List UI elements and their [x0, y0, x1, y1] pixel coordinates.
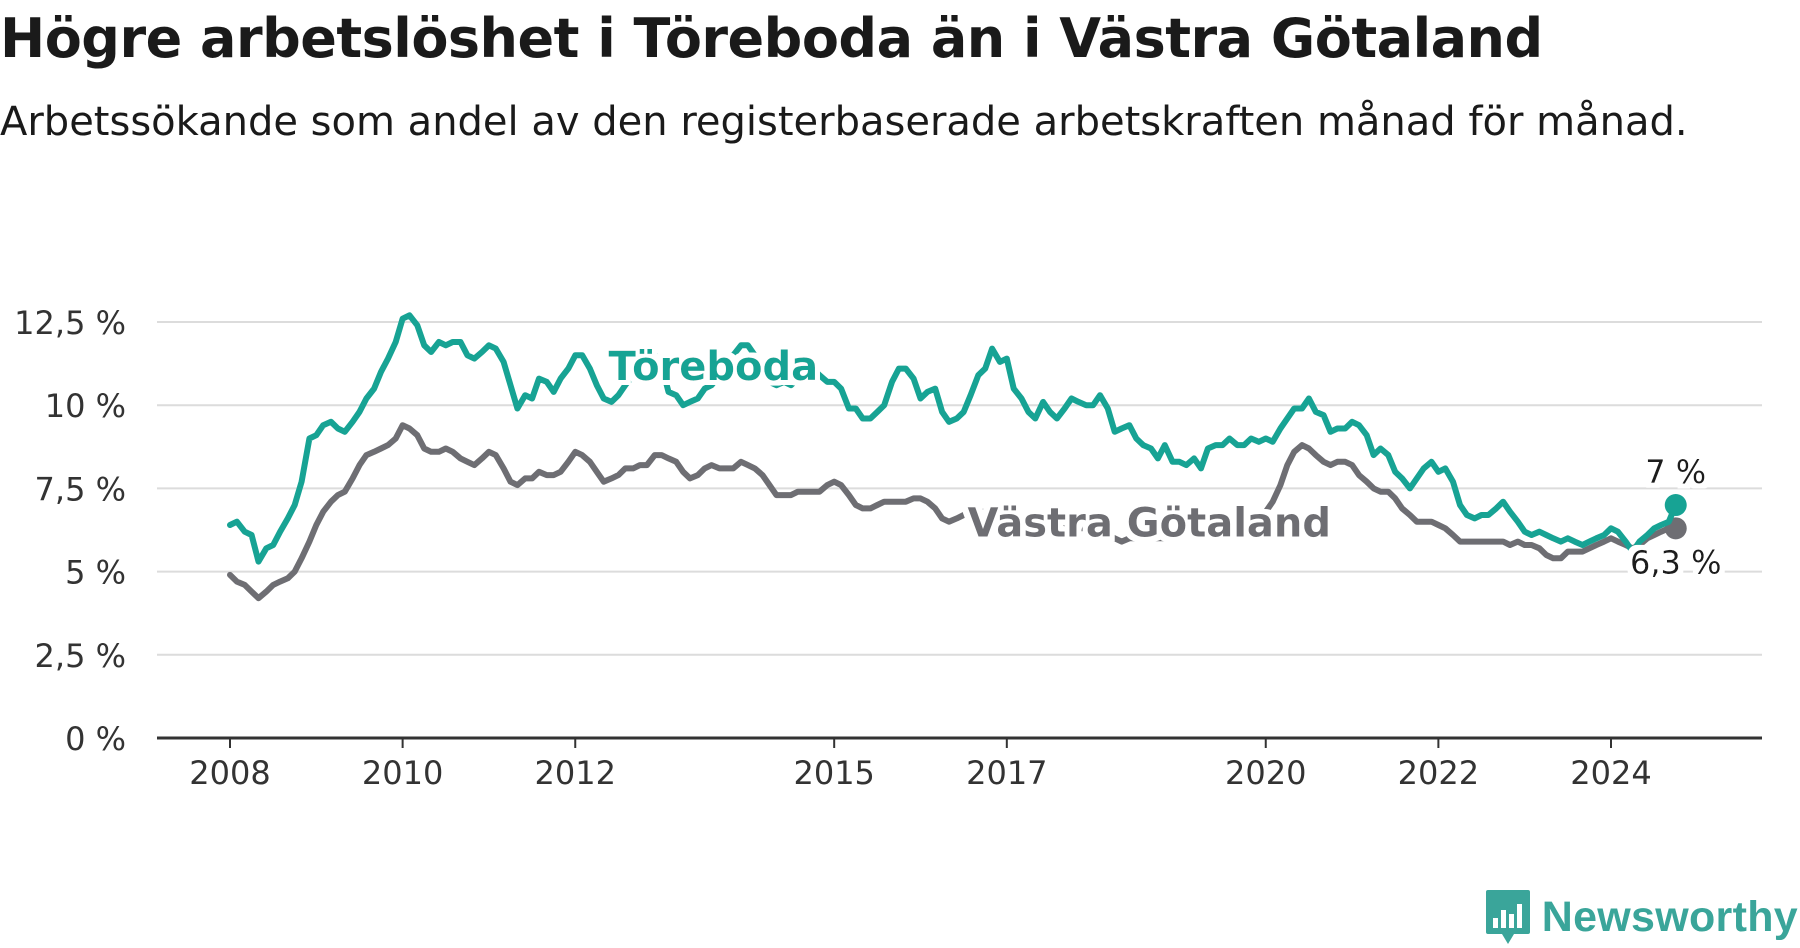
newsworthy-logo-icon [1485, 890, 1530, 944]
end-value-vastra-gotaland: 6,3 % [1630, 543, 1721, 581]
end-point-toreboda [1664, 494, 1687, 517]
series-label-vastra-gotaland: Västra Götaland [967, 501, 1331, 547]
x-tick-label: 2017 [966, 754, 1047, 792]
y-axis: 0 % 2,5 % 5 % 7,5 % 10 % 12,5 % [14, 304, 126, 758]
x-axis: 2008 2010 2012 2015 2017 2020 2022 2024 [157, 736, 1762, 792]
chart-subtitle: Arbetssökande som andel av den registerb… [0, 99, 1688, 145]
newsworthy-brand[interactable]: Newsworthy [1484, 888, 1798, 946]
chart-title: Högre arbetslöshet i Töreboda än i Västr… [0, 7, 1543, 70]
y-tick-label: 5 % [65, 554, 126, 592]
end-value-toreboda: 7 % [1645, 453, 1706, 491]
series-labels: Töreboda Västra Götaland 7 % 6,3 % [609, 344, 1722, 581]
y-tick-label: 2,5 % [35, 637, 126, 675]
y-tick-label: 0 % [65, 720, 126, 758]
y-tick-label: 7,5 % [35, 470, 126, 508]
series-lines [227, 312, 1687, 602]
x-tick-label: 2008 [189, 754, 270, 792]
brand-name: Newsworthy [1541, 892, 1798, 941]
x-tick-label: 2015 [793, 754, 874, 792]
gridlines [157, 321, 1762, 656]
y-tick-label: 12,5 % [14, 304, 126, 342]
series-line-vastra-gotaland [227, 422, 1679, 602]
series-label-toreboda: Töreboda [609, 344, 819, 390]
x-tick-label: 2010 [362, 754, 443, 792]
x-tick-label: 2024 [1570, 754, 1651, 792]
x-tick-label: 2022 [1398, 754, 1479, 792]
x-tick-label: 2020 [1225, 754, 1306, 792]
y-tick-label: 10 % [45, 387, 126, 425]
x-tick-label: 2012 [535, 754, 616, 792]
series-line-toreboda [227, 312, 1679, 565]
